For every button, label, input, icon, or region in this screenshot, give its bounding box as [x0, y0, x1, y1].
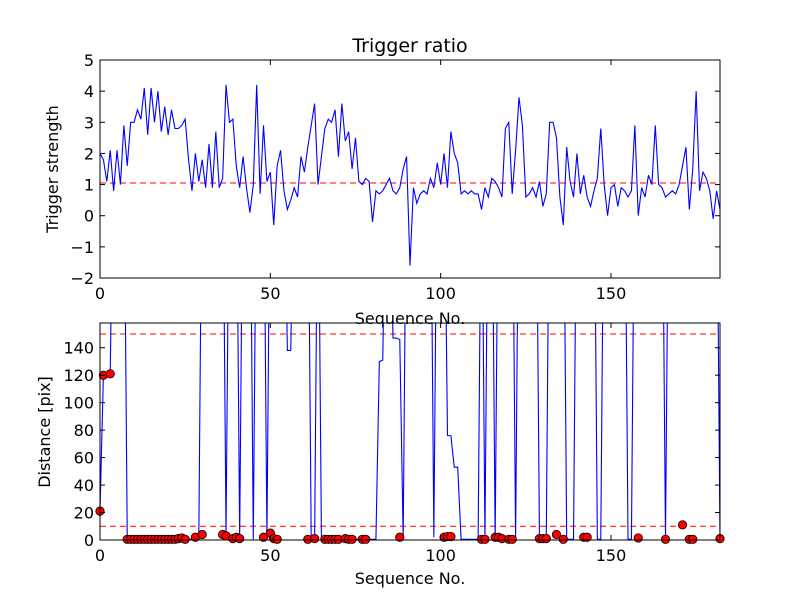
chart-bottom-ytick-label-3: 60: [74, 449, 94, 468]
chart-bottom-marker-57: [541, 534, 551, 544]
chart-bottom-marker-66: [688, 534, 698, 544]
chart-top-xtick-label-1: 50: [260, 284, 280, 303]
chart-bottom: 0 50 100 150 0 20 40 60 80 100 120 140 Sequence No.…: [35, 322, 725, 588]
chart-bottom-marker-64: [677, 520, 688, 530]
chart-top-ytick-label-7: 5: [84, 51, 94, 70]
chart-bottom-ytick-label-6: 120: [63, 366, 94, 385]
chart-bottom-xtick-label-0: 0: [95, 546, 105, 565]
chart-bottom-marker-61: [582, 532, 592, 542]
chart-top-ytick-label-6: 4: [84, 82, 94, 101]
chart-bottom-marker-54: [507, 534, 517, 544]
chart-bottom-ticks: 0 50 100 150 0 20 40 60 80 100 120 140: [63, 323, 720, 565]
chart-bottom-marker-59: [558, 534, 568, 544]
chart-top-xlabel: Sequence No.: [355, 309, 466, 328]
chart-bottom-marker-63: [660, 534, 671, 544]
chart-bottom-ytick-label-4: 80: [74, 421, 94, 440]
chart-top-ytick-label-1: −1: [70, 238, 94, 257]
chart-top-ytick-label-2: 0: [84, 207, 94, 226]
chart-bottom-ytick-label-1: 20: [74, 504, 94, 523]
chart-bottom-ytick-label-5: 100: [63, 394, 94, 413]
chart-bottom-xtick-label-3: 150: [596, 546, 627, 565]
chart-bottom-marker-28: [258, 532, 269, 542]
chart-top-series-line-0: [100, 84, 720, 266]
chart-bottom-plot-area: [95, 323, 725, 544]
chart-bottom-marker-31: [272, 534, 282, 544]
chart-top-ticks: 0 50 100 150 −2 −1 0 1 2 3 4 5: [70, 51, 720, 303]
chart-top-clip-group: [100, 84, 720, 266]
chart-bottom-xlabel: Sequence No.: [355, 569, 466, 588]
chart-bottom-xtick-label-2: 100: [425, 546, 456, 565]
chart-bottom-ytick-label-7: 140: [63, 339, 94, 358]
chart-bottom-xtick-label-1: 50: [260, 546, 280, 565]
chart-bottom-marker-2: [105, 369, 115, 379]
chart-top-plot-area: [100, 84, 720, 266]
chart-bottom-marker-49: [480, 534, 490, 544]
chart-top-xtick-label-0: 0: [95, 284, 105, 303]
chart-bottom-ytick-label-0: 0: [84, 531, 94, 550]
chart-top-ytick-label-3: 1: [84, 176, 94, 195]
chart-bottom-ytick-label-2: 40: [74, 476, 94, 495]
chart-bottom-marker-41: [347, 534, 357, 544]
chart-bottom-marker-62: [633, 533, 643, 543]
chart-top-frame: [99, 59, 721, 279]
chart-bottom-marker-33: [310, 534, 320, 544]
chart-bottom-marker-44: [395, 532, 405, 542]
chart-top-ytick-label-0: −2: [70, 269, 94, 288]
chart-bottom-clip-group: [100, 323, 720, 540]
chart-bottom-marker-58: [551, 529, 562, 540]
chart-bottom-marker-20: [180, 534, 190, 544]
chart-bottom-marker-47: [446, 531, 456, 542]
chart-top-xtick-label-2: 100: [425, 284, 456, 303]
chart-bottom-marker-43: [361, 534, 371, 544]
chart-top-xtick-label-3: 150: [596, 284, 627, 303]
chart-bottom-frame: [99, 322, 721, 541]
chart-top-ytick-label-5: 3: [84, 113, 94, 132]
chart-top-ytick-label-4: 2: [84, 144, 94, 163]
chart-bottom-marker-27: [235, 534, 245, 544]
chart-bottom-marker-22: [197, 529, 207, 540]
chart-top-title: Trigger ratio: [351, 35, 467, 57]
chart-top-ylabel: Trigger strength: [43, 105, 62, 234]
chart-bottom-ylabel: Distance [pix]: [35, 376, 54, 488]
